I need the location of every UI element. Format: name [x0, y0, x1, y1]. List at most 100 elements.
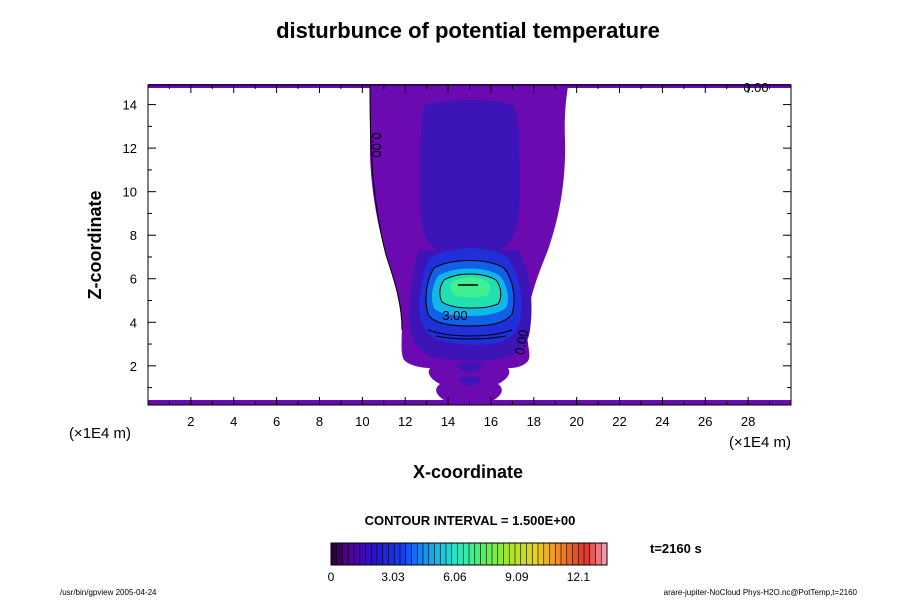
- colorbar-cell: [446, 543, 453, 565]
- colorbar-cell: [572, 543, 579, 565]
- contour-label-center: 3.00: [442, 308, 467, 323]
- colorbar-cell: [503, 543, 510, 565]
- colorbar-cell: [538, 543, 545, 565]
- colorbar-cell: [359, 543, 366, 565]
- colorbar-cell: [543, 543, 550, 565]
- colorbar-tick-label: 3.03: [381, 570, 405, 584]
- y-tick-label: 6: [130, 272, 137, 287]
- x-tick-label: 22: [612, 414, 626, 429]
- colorbar-cell: [394, 543, 401, 565]
- contour-label-top-right: 0.00: [743, 80, 768, 95]
- contour-line-3: [425, 260, 515, 327]
- x-tick-label: 16: [484, 414, 498, 429]
- colorbar-cell: [532, 543, 539, 565]
- contour-label-right: 0.00: [512, 328, 531, 356]
- x-tick-label: 8: [316, 414, 323, 429]
- colorbar-frame: [330, 542, 608, 566]
- x-tick-label: 4: [230, 414, 237, 429]
- x-tick-label: 20: [569, 414, 583, 429]
- colorbar-cell: [469, 543, 476, 565]
- x-tick-label: 28: [741, 414, 755, 429]
- contour-interval: CONTOUR INTERVAL = 1.500E+00: [365, 513, 576, 528]
- colorbar-cell: [354, 543, 361, 565]
- colorbar-cell: [555, 543, 562, 565]
- colorbar-cell: [336, 543, 343, 565]
- x-tick-label: 24: [655, 414, 669, 429]
- colorbar: [330, 542, 608, 566]
- colorbar-cell: [566, 543, 573, 565]
- colorbar-cell: [342, 543, 349, 565]
- colorbar-cell: [382, 543, 389, 565]
- colorbar-cell: [411, 543, 418, 565]
- contour-level-6: [450, 277, 491, 298]
- colorbar-cell: [601, 543, 608, 565]
- colorbar-tick-label: 0: [328, 570, 335, 584]
- colorbar-cell: [428, 543, 435, 565]
- chart-title: disturbunce of potential temperature: [276, 18, 660, 43]
- plot-area: 0.00 0.00 3.00 0.00 2 4 6 8 10 12 14 16 18 20 22 24…: [123, 80, 792, 429]
- contour-lines: [369, 85, 515, 340]
- y-tick-label: 12: [123, 141, 137, 156]
- colorbar-cell: [417, 543, 424, 565]
- colorbar-cell: [520, 543, 527, 565]
- y-axis-ticks: 2 4 6 8 10 12 14: [123, 98, 791, 389]
- x-tick-label: 2: [187, 414, 194, 429]
- contour-fills: [148, 84, 791, 405]
- y-axis-label: Z-coordinate: [85, 190, 105, 299]
- colorbar-cell: [561, 543, 568, 565]
- colorbar-cell: [371, 543, 378, 565]
- colorbar-cell: [474, 543, 481, 565]
- colorbar-cell: [365, 543, 372, 565]
- contour-ripples: [456, 362, 484, 386]
- y-tick-label: 8: [130, 228, 137, 243]
- y-axis-unit: (×1E4 m): [69, 425, 131, 442]
- colorbar-cell: [457, 543, 464, 565]
- colorbar-cell: [549, 543, 556, 565]
- colorbar-cell: [526, 543, 533, 565]
- x-axis-label: X-coordinate: [413, 462, 523, 482]
- colorbar-cell: [348, 543, 355, 565]
- colorbar-cell: [578, 543, 585, 565]
- x-tick-label: 26: [698, 414, 712, 429]
- x-axis-ticks: 2 4 6 8 10 12 14 16 18 20 22 24 26 28: [168, 85, 771, 429]
- colorbar-cell: [509, 543, 516, 565]
- x-tick-label: 18: [527, 414, 541, 429]
- colorbar-cell: [595, 543, 602, 565]
- colorbar-cell: [486, 543, 493, 565]
- colorbar-cell: [480, 543, 487, 565]
- colorbar-cell: [434, 543, 441, 565]
- x-tick-label: 10: [355, 414, 369, 429]
- contour-line-lower-2: [435, 335, 507, 340]
- contour-label-left: 0.00: [369, 132, 384, 157]
- colorbar-cell: [388, 543, 395, 565]
- colorbar-cell: [492, 543, 499, 565]
- colorbar-cell: [589, 543, 596, 565]
- colorbar-cell: [400, 543, 407, 565]
- x-tick-label: 14: [441, 414, 455, 429]
- colorbar-tick-label: 12.1: [567, 570, 591, 584]
- colorbar-tick-label: 6.06: [443, 570, 467, 584]
- contour-level-1: [420, 100, 520, 250]
- footer-left: /usr/bin/gpview 2005-04-24: [60, 588, 157, 597]
- colorbar-cell: [331, 543, 338, 565]
- contour-line-0: [369, 85, 403, 331]
- contour-line-lower: [427, 329, 513, 337]
- x-tick-label: 6: [273, 414, 280, 429]
- y-tick-label: 14: [123, 98, 137, 113]
- time-label: t=2160 s: [650, 541, 702, 556]
- y-tick-label: 10: [123, 185, 137, 200]
- colorbar-tick-label: 9.09: [505, 570, 529, 584]
- colorbar-cell: [497, 543, 504, 565]
- x-axis-unit: (×1E4 m): [729, 434, 791, 451]
- footer-right: arare-jupiter-NoCloud Phys-H2O.nc@PotTem…: [664, 588, 858, 597]
- colorbar-cell: [515, 543, 522, 565]
- x-tick-label: 12: [398, 414, 412, 429]
- colorbar-cell: [463, 543, 470, 565]
- contour-line-4-5: [439, 273, 502, 309]
- colorbar-cell: [584, 543, 591, 565]
- colorbar-ticks: 0 3.03 6.06 9.09 12.1: [328, 570, 591, 584]
- colorbar-cell: [405, 543, 412, 565]
- y-tick-label: 4: [130, 315, 137, 330]
- colorbar-cell: [377, 543, 384, 565]
